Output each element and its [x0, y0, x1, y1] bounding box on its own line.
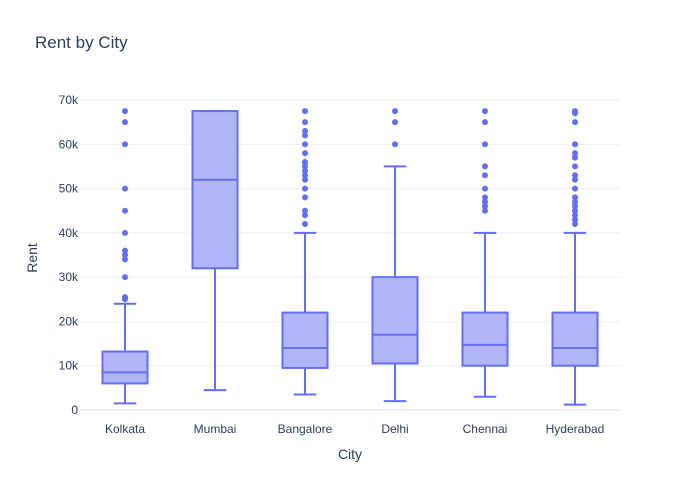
- y-tick-label: 70k: [59, 93, 79, 107]
- outlier-point: [482, 108, 488, 115]
- outlier-point: [572, 207, 578, 214]
- outlier-point: [572, 212, 578, 219]
- outlier-point: [482, 185, 488, 192]
- outlier-point: [572, 198, 578, 205]
- outlier-point: [482, 141, 488, 148]
- box-kolkata: [101, 350, 149, 385]
- outlier-point: [122, 294, 128, 301]
- outlier-point: [122, 247, 128, 254]
- outlier-point: [302, 141, 308, 148]
- outlier-point: [302, 159, 308, 165]
- box-mumbai: [191, 110, 239, 270]
- outlier-point: [302, 172, 308, 179]
- y-tick-label: 40k: [59, 226, 79, 240]
- outlier-point: [482, 203, 488, 210]
- x-axis-label-wrapper: City: [0, 446, 700, 462]
- outlier-point: [482, 119, 488, 126]
- outlier-point: [302, 212, 308, 219]
- outlier-point: [572, 185, 578, 192]
- outlier-point: [302, 132, 308, 139]
- y-tick-label: 20k: [59, 314, 79, 328]
- outlier-point: [392, 108, 398, 115]
- outlier-point: [482, 172, 488, 179]
- outlier-point: [122, 229, 128, 236]
- box-chennai: [461, 311, 509, 367]
- outlier-point: [392, 141, 398, 148]
- x-tick-label: Kolkata: [105, 422, 145, 436]
- outlier-point: [302, 119, 308, 126]
- outlier-point: [122, 274, 128, 281]
- y-tick-label: 10k: [59, 359, 79, 373]
- outlier-point: [302, 207, 308, 214]
- outlier-point: [572, 221, 578, 227]
- outlier-point: [572, 172, 578, 179]
- outlier-point: [122, 108, 128, 115]
- box-delhi: [371, 276, 419, 365]
- outlier-point: [482, 163, 488, 170]
- outlier-point: [482, 207, 488, 214]
- y-tick-label: 50k: [59, 182, 79, 196]
- outlier-point: [302, 167, 308, 174]
- outlier-point: [302, 176, 308, 183]
- y-tick-label: 30k: [59, 270, 79, 284]
- outlier-point: [572, 194, 578, 201]
- x-tick-label: Bangalore: [278, 422, 333, 436]
- outlier-point: [302, 108, 308, 115]
- outlier-point: [302, 150, 308, 157]
- outlier-point: [302, 185, 308, 192]
- outlier-point: [572, 163, 578, 170]
- outlier-point: [572, 176, 578, 183]
- outlier-point: [572, 203, 578, 210]
- outlier-point: [572, 108, 578, 115]
- outlier-point: [572, 119, 578, 126]
- y-tick-label: 0: [71, 403, 78, 417]
- outlier-point: [302, 221, 308, 227]
- outlier-point: [122, 119, 128, 126]
- outlier-point: [122, 207, 128, 214]
- outlier-point: [482, 198, 488, 205]
- outlier-point: [482, 194, 488, 201]
- outlier-point: [302, 163, 308, 170]
- outlier-point: [122, 141, 128, 148]
- outlier-point: [302, 194, 308, 201]
- x-tick-label: Mumbai: [194, 422, 237, 436]
- box-hyderabad: [551, 311, 599, 367]
- outlier-point: [122, 185, 128, 192]
- chart-title: Rent by City: [35, 33, 128, 52]
- outlier-point: [572, 150, 578, 157]
- x-tick-label: Chennai: [463, 422, 508, 436]
- outlier-point: [122, 252, 128, 258]
- outlier-point: [122, 256, 128, 263]
- outlier-point: [392, 119, 398, 126]
- x-axis-label: City: [337, 446, 363, 462]
- outlier-point: [302, 128, 308, 134]
- box-bangalore: [281, 311, 329, 369]
- outlier-point: [572, 216, 578, 223]
- y-tick-label: 60k: [59, 137, 79, 151]
- outlier-point: [572, 154, 578, 161]
- x-tick-label: Delhi: [381, 422, 408, 436]
- outlier-point: [572, 141, 578, 148]
- x-tick-label: Hyderabad: [546, 422, 605, 436]
